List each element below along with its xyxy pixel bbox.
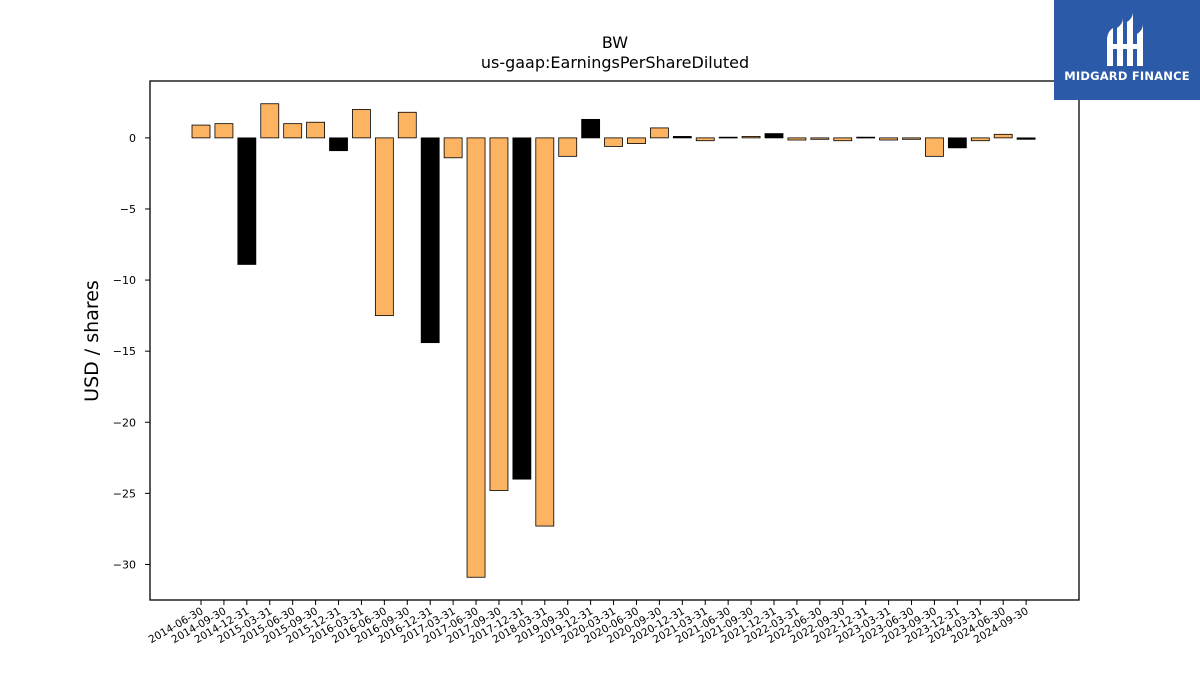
bar-2021-12-31 bbox=[764, 133, 784, 139]
chart-subtitle: us-gaap:EarningsPerShareDiluted bbox=[481, 53, 749, 72]
bar-2021-06-30 bbox=[718, 136, 738, 139]
bar-2021-09-30 bbox=[741, 136, 761, 139]
y-axis: 0 −5 −10 −15 −20 −25 −30 bbox=[113, 132, 150, 571]
y-tick-label: −15 bbox=[113, 345, 136, 358]
bar-2017-12-31 bbox=[512, 137, 532, 480]
bar-2019-09-30 bbox=[558, 137, 578, 157]
bar-2024-03-31 bbox=[970, 137, 990, 142]
bar-2014-09-30 bbox=[214, 123, 234, 139]
midgard-logo-icon bbox=[1107, 12, 1143, 66]
bar-2020-06-30 bbox=[627, 137, 646, 144]
bar-2024-09-30 bbox=[1016, 137, 1036, 140]
bar-2015-06-30 bbox=[283, 123, 303, 139]
bar-2016-06-30 bbox=[374, 137, 394, 317]
bar-2015-12-31 bbox=[329, 137, 348, 152]
bar-2014-06-30 bbox=[191, 124, 211, 139]
x-axis: 2014-06-302014-09-302014-12-312015-03-31… bbox=[147, 600, 1031, 646]
y-axis-label: USD / shares bbox=[81, 280, 103, 402]
y-tick-label: −25 bbox=[113, 487, 136, 500]
bar-2022-06-30 bbox=[810, 137, 830, 140]
y-tick-label: −30 bbox=[113, 558, 136, 571]
y-tick-label: −10 bbox=[113, 274, 136, 287]
bar-2016-12-31 bbox=[420, 137, 440, 344]
bar-2023-03-31 bbox=[879, 137, 898, 141]
bar-2015-03-31 bbox=[260, 103, 280, 139]
bar-2017-03-31 bbox=[443, 137, 463, 159]
bar-2023-06-30 bbox=[902, 137, 921, 140]
bar-2021-03-31 bbox=[695, 137, 715, 142]
bar-2022-03-31 bbox=[787, 137, 807, 141]
bar-2019-12-31 bbox=[581, 118, 601, 139]
bar-2024-06-30 bbox=[993, 133, 1013, 139]
bar-2014-12-31 bbox=[237, 137, 257, 265]
y-tick-label: −5 bbox=[120, 203, 136, 216]
bar-2018-03-31 bbox=[535, 137, 555, 527]
bar-2020-03-31 bbox=[604, 137, 623, 147]
bar-2020-12-31 bbox=[672, 136, 692, 139]
plot-frame bbox=[149, 80, 1080, 601]
bar-2022-12-31 bbox=[856, 136, 876, 139]
chart-title: BW bbox=[602, 33, 628, 52]
midgard-finance-logo: MIDGARD FINANCE bbox=[1054, 0, 1200, 100]
bar-2023-12-31 bbox=[947, 137, 967, 149]
bar-2017-09-30 bbox=[489, 137, 509, 491]
bars-group bbox=[191, 103, 1036, 578]
y-tick-label: −20 bbox=[113, 416, 136, 429]
bar-2023-09-30 bbox=[925, 137, 944, 157]
logo-text: MIDGARD FINANCE bbox=[1064, 69, 1190, 83]
y-tick-label: 0 bbox=[129, 132, 136, 145]
bar-2015-09-30 bbox=[306, 121, 326, 139]
bar-2016-03-31 bbox=[352, 109, 371, 139]
bar-2016-09-30 bbox=[397, 111, 417, 139]
bar-2020-09-30 bbox=[650, 127, 669, 139]
bar-2017-06-30 bbox=[466, 137, 486, 578]
bar-2022-09-30 bbox=[833, 137, 853, 142]
